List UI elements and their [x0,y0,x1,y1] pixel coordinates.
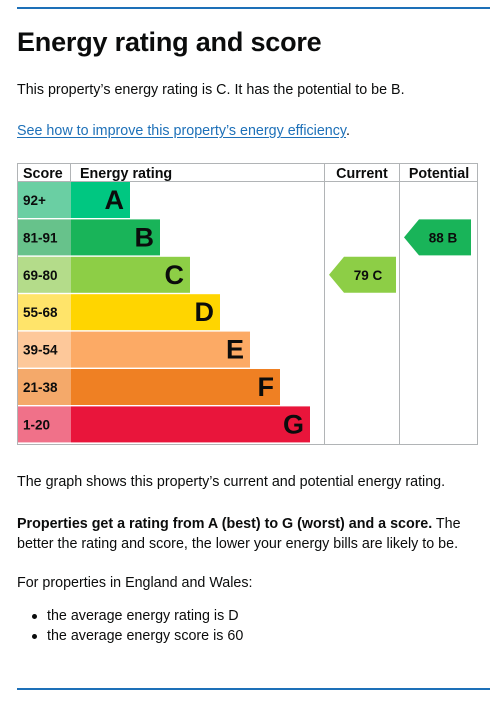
band-bar-c [71,256,190,293]
rating-intro: This property’s energy rating is C. It h… [17,82,405,98]
region-note: For properties in England and Wales: [17,575,253,591]
improve-efficiency-link[interactable]: See how to improve this property’s energ… [17,123,346,139]
score-cell-a [18,182,71,218]
top-divider [17,7,490,9]
header-potential: Potential [409,166,469,182]
rating-explanation-bold: Properties get a rating from A (best) to… [17,516,433,532]
score-label-e: 39-54 [23,343,58,358]
average-score-item: the average energy score is 60 [17,626,243,646]
band-letter-g: G [283,409,304,439]
score-label-c: 69-80 [23,268,58,283]
header-current: Current [336,166,388,182]
score-cell-f [18,369,71,405]
rating-bands: 92+ A 81-91 B 69-80 C 55-68 D 39-54 E 21-38 F 1-20 G [18,182,310,443]
score-cell-e [18,331,71,368]
graph-grid [17,163,478,445]
band-bar-b [71,219,160,256]
score-label-f: 21-38 [23,380,58,395]
averages-list: the average energy rating is D the avera… [17,606,243,646]
score-label-b: 81-91 [23,230,58,245]
graph-caption: The graph shows this property’s current … [17,474,446,490]
band-bar-g [71,406,310,443]
band-letter-d: D [195,297,215,327]
score-cell-b [18,219,71,256]
score-cell-d [18,294,71,331]
band-letter-f: F [258,372,275,402]
header-score: Score [23,166,63,182]
band-letter-a: A [105,185,125,215]
band-bar-a [71,182,130,218]
potential-rating-label: 88 B [429,230,458,245]
band-bar-f [71,369,280,405]
bottom-divider [17,688,490,690]
rating-explanation: Properties get a rating from A (best) to… [17,514,490,554]
band-letter-b: B [135,222,155,252]
score-cell-c [18,256,71,293]
band-bar-d [71,294,220,331]
score-label-d: 55-68 [23,305,58,320]
energy-rating-graph: Score Energy rating Current Potential 92… [17,163,478,445]
rating-explanation-rest: The better the rating and score, the low… [17,516,461,552]
page-title: Energy rating and score [17,27,322,57]
improve-paragraph: See how to improve this property’s energ… [17,121,350,141]
link-suffix: . [346,123,350,139]
score-cell-g [18,406,71,443]
band-letter-e: E [226,335,244,365]
current-arrow [329,256,396,293]
rating-arrows: 79 C 88 B [329,219,471,293]
score-label-g: 1-20 [23,417,50,432]
potential-arrow [404,219,471,256]
average-rating-item: the average energy rating is D [17,606,243,626]
current-rating-label: 79 C [354,268,383,283]
score-label-a: 92+ [23,193,46,208]
header-energy-rating: Energy rating [80,166,172,182]
band-letter-c: C [165,260,185,290]
band-bar-e [71,331,250,368]
